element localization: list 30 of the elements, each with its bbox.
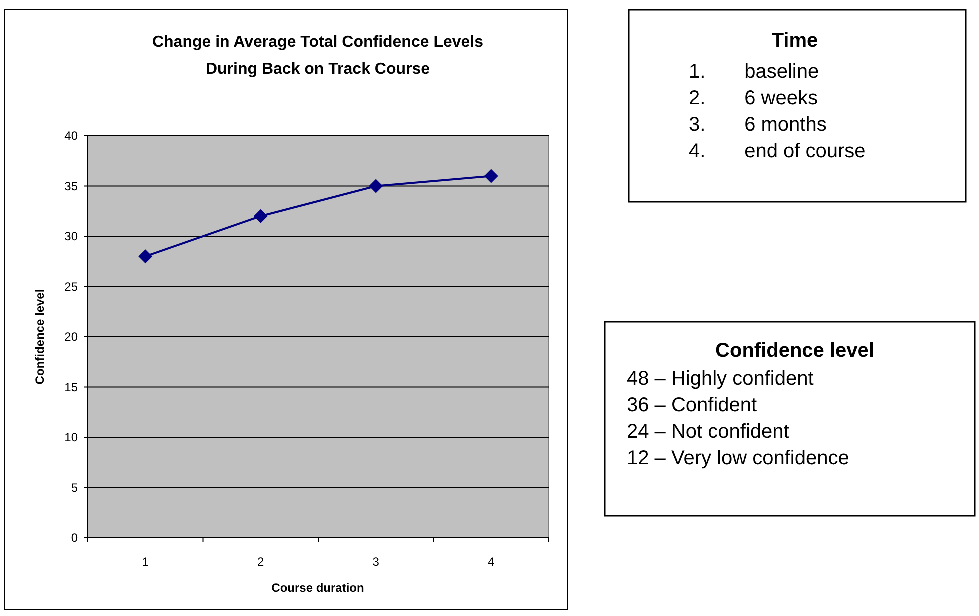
text: 4. end of course [689, 140, 866, 162]
y-tick-label: 25 [64, 280, 78, 294]
x-tick-label: 1 [142, 555, 150, 569]
point [369, 179, 384, 194]
text: Confidence level [716, 340, 874, 362]
y-tick-label: 35 [64, 179, 78, 194]
y-tick-label: 15 [64, 380, 78, 394]
text: 36 – Confident [627, 394, 758, 416]
y-tick-label: 0 [71, 531, 78, 546]
chart-title: Change in Average Total Confidence Levels During Back on Track Course [152, 34, 484, 78]
y-tick-label: 40 [64, 129, 78, 144]
x-axis-title: Course duration [272, 581, 364, 595]
y-tick-label: 10 [64, 430, 78, 445]
point [484, 169, 498, 184]
text: 2. 6 weeks [689, 88, 818, 110]
x-tick-label: 4 [488, 555, 496, 569]
point [138, 250, 153, 264]
text: 48 – Highly confident [627, 368, 814, 390]
x-tick-label: 3 [372, 555, 380, 569]
y-tick-label: 20 [64, 330, 78, 344]
x-tick-label: 2 [258, 555, 265, 569]
text: 24 – Not confident [627, 421, 790, 443]
y-tick-label: 5 [71, 480, 78, 495]
y-axis-title: Confidence level [33, 289, 47, 385]
y-tick-label: 30 [64, 230, 78, 244]
point [254, 209, 268, 224]
text: 12 – Very low confidence [627, 448, 850, 470]
text: 3. 6 months [689, 114, 827, 136]
text: 1. baseline [689, 61, 820, 83]
text: Time [772, 30, 818, 52]
